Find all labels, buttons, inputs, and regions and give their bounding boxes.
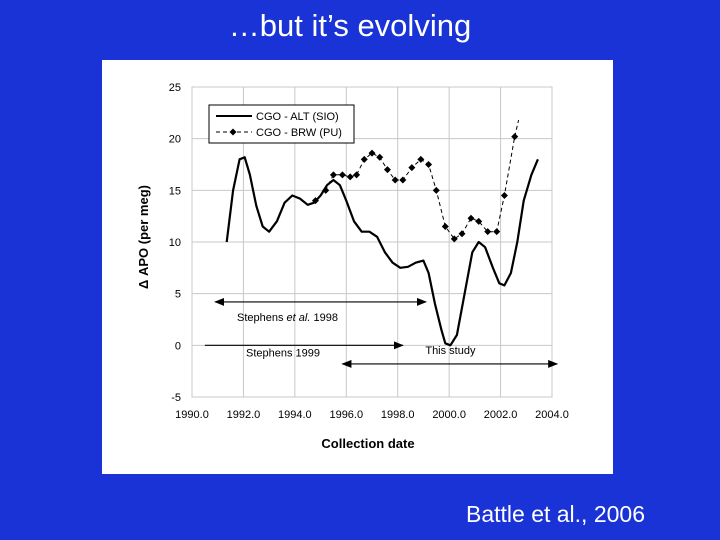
series-point xyxy=(450,235,458,243)
series-point xyxy=(329,171,337,179)
series-point xyxy=(322,186,330,194)
legend-box xyxy=(208,104,355,144)
y-tick-label: 20 xyxy=(169,134,181,146)
x-tick-label: 1990.0 xyxy=(175,409,209,421)
series-point xyxy=(311,197,319,205)
series-point xyxy=(338,171,346,179)
series-point xyxy=(493,228,501,236)
y-tick-label: 0 xyxy=(175,340,181,352)
series-point xyxy=(399,176,407,184)
y-tick-label: 15 xyxy=(169,185,181,197)
series-line xyxy=(315,136,516,240)
legend-marker-pu xyxy=(229,128,237,136)
series-point xyxy=(511,133,519,141)
series-point xyxy=(467,214,475,222)
x-tick-label: 2000.0 xyxy=(432,409,466,421)
series-point xyxy=(383,166,391,174)
citation: Battle et al., 2006 xyxy=(465,501,645,527)
series-point xyxy=(376,153,384,161)
x-tick-label: 2002.0 xyxy=(484,409,518,421)
annotation-label-part: et al. xyxy=(287,312,311,324)
series-point xyxy=(484,228,492,236)
y-axis-label: Δ APO (per meg) xyxy=(136,185,151,289)
annotation-label-part: Stephens xyxy=(237,312,287,324)
x-tick-label: 1994.0 xyxy=(278,409,312,421)
legend-label-sio: CGO - ALT (SIO) xyxy=(256,111,339,123)
series-pu xyxy=(311,119,520,243)
legend-label-pu: CGO - BRW (PU) xyxy=(256,127,342,139)
series-point xyxy=(441,223,449,230)
x-tick-label: 2004.0 xyxy=(535,409,569,421)
series-point xyxy=(425,161,433,168)
annotation-label-this-study: This study xyxy=(425,345,476,357)
series-point xyxy=(360,155,368,163)
y-tick-label: -5 xyxy=(171,392,181,404)
series-point xyxy=(458,230,466,238)
series-point xyxy=(368,149,376,157)
chart-panel: -5 0 5 10 15 20 25 1990.0 1992.0 1994.0 1996.0 1998… xyxy=(102,60,613,474)
annotation-label-part: 1998 xyxy=(310,312,338,324)
series-point xyxy=(391,176,399,184)
series-point xyxy=(408,164,416,172)
series-point xyxy=(353,171,361,179)
series-line xyxy=(225,156,539,347)
y-tick-label: 10 xyxy=(169,237,181,249)
y-tick-label: 5 xyxy=(175,289,181,301)
series-point xyxy=(500,192,508,199)
slide-title: …but it’s evolving xyxy=(228,8,472,43)
annotation-label-stephens-1998: Stephens et al. 1998 xyxy=(237,312,338,324)
series-point xyxy=(417,155,425,163)
series-sio xyxy=(225,156,539,347)
x-tick-label: 1996.0 xyxy=(329,409,363,421)
x-tick-label: 1998.0 xyxy=(381,409,415,421)
series-point xyxy=(432,186,440,194)
x-axis-label: Collection date xyxy=(321,436,414,451)
series-point xyxy=(475,217,483,225)
y-tick-label: 25 xyxy=(169,82,181,94)
series-point xyxy=(346,173,354,181)
annotation-label-stephens-1999: Stephens 1999 xyxy=(246,347,320,359)
apo-chart: -5 0 5 10 15 20 25 1990.0 1992.0 1994.0 1996.0 1998… xyxy=(136,82,569,451)
x-tick-label: 1992.0 xyxy=(227,409,261,421)
